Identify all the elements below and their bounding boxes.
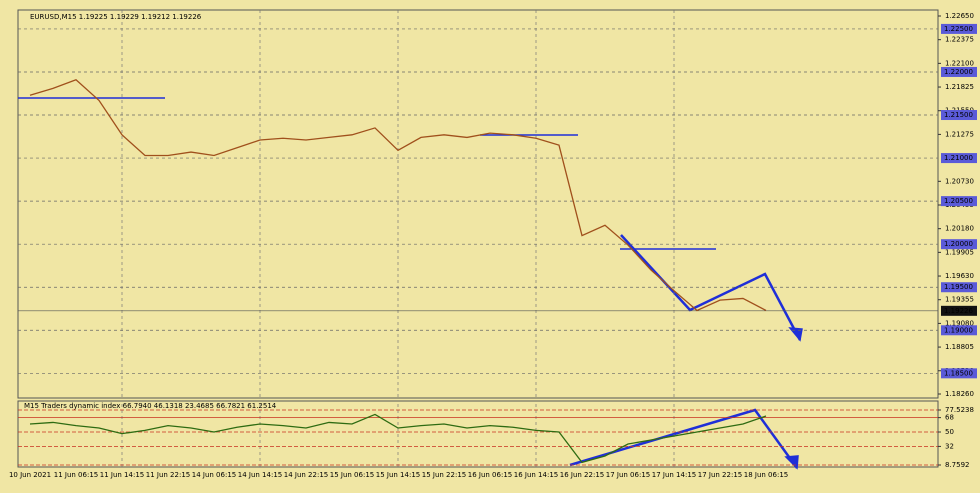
- price-line: [29, 413, 767, 464]
- current-label: 1.19226: [944, 307, 973, 315]
- x-tick-label: 11 Jun 22:15: [146, 471, 190, 479]
- indicator-title: M15 Traders dynamic index 66.7940 46.131…: [24, 402, 277, 410]
- x-tick-label: 16 Jun 22:15: [560, 471, 604, 479]
- level-label: 1.21000: [944, 154, 973, 162]
- y-tick-label: 1.19630: [945, 272, 974, 280]
- x-tick-label: 16 Jun 06:15: [468, 471, 512, 479]
- y-tick-label: 1.19355: [945, 296, 974, 304]
- y-tick-label: 1.19080: [945, 319, 974, 327]
- y-tick-label: 1.21275: [945, 130, 974, 138]
- y-tick-label: 1.19905: [945, 248, 974, 256]
- y-tick-label: 1.22100: [945, 59, 974, 67]
- level-tag: [941, 110, 977, 121]
- y-tick-label: 1.22650: [945, 12, 974, 20]
- level-label: 1.20000: [944, 240, 973, 248]
- x-tick-label: 14 Jun 14:15: [238, 471, 282, 479]
- level-label: 1.22500: [944, 25, 973, 33]
- x-tick-label: 17 Jun 22:15: [698, 471, 742, 479]
- x-tick-label: 17 Jun 06:15: [606, 471, 650, 479]
- x-tick-label: 11 Jun 14:15: [100, 471, 144, 479]
- y-tick-label: 1.18260: [945, 390, 974, 398]
- y-tick-label: 1.18805: [945, 343, 974, 351]
- price-line: [29, 78, 767, 312]
- x-tick-label: 18 Jun 06:15: [744, 471, 788, 479]
- x-tick-label: 17 Jun 14:15: [652, 471, 696, 479]
- y-tick-label: 1.22375: [945, 36, 974, 44]
- level-label: 1.19500: [944, 283, 973, 291]
- level-tag: [941, 153, 977, 164]
- level-label: 1.19000: [944, 326, 973, 334]
- x-tick-label: 15 Jun 06:15: [330, 471, 374, 479]
- y-tick-label: 8.7592: [945, 461, 970, 469]
- level-label: 1.21500: [944, 111, 973, 119]
- y-tick-label: 50: [945, 428, 954, 436]
- level-label: 1.20500: [944, 197, 973, 205]
- y-tick-label: 1.21825: [945, 83, 974, 91]
- level-tag: [941, 66, 977, 77]
- level-tag: [941, 368, 977, 379]
- x-tick-label: 16 Jun 14:15: [514, 471, 558, 479]
- price-pane: [17, 9, 939, 399]
- x-tick-label: 10 Jun 2021: [9, 471, 51, 479]
- level-tag: [941, 239, 977, 250]
- indicator-pane: [17, 400, 939, 468]
- level-tag: [941, 325, 977, 336]
- level-tag: [941, 23, 977, 34]
- y-tick-label: 68: [945, 414, 954, 422]
- current-tag: [941, 305, 977, 316]
- x-tick-label: 14 Jun 22:15: [284, 471, 328, 479]
- trend-arrow: [620, 234, 802, 341]
- chart-title: EURUSD,M15 1.19225 1.19229 1.19212 1.192…: [30, 13, 202, 21]
- level-label: 1.18500: [944, 369, 973, 377]
- level-tag: [941, 196, 977, 207]
- arrow-head: [788, 327, 803, 342]
- level-tag: [941, 282, 977, 293]
- x-tick-label: 15 Jun 22:15: [422, 471, 466, 479]
- x-tick-label: 14 Jun 06:15: [192, 471, 236, 479]
- x-tick-label: 11 Jun 06:15: [54, 471, 98, 479]
- x-tick-label: 15 Jun 14:15: [376, 471, 420, 479]
- level-label: 1.22000: [944, 68, 973, 76]
- y-tick-label: 1.20730: [945, 177, 974, 185]
- y-tick-label: 32: [945, 442, 954, 450]
- y-tick-label: 1.20180: [945, 225, 974, 233]
- y-tick-label: 77.5238: [945, 406, 974, 414]
